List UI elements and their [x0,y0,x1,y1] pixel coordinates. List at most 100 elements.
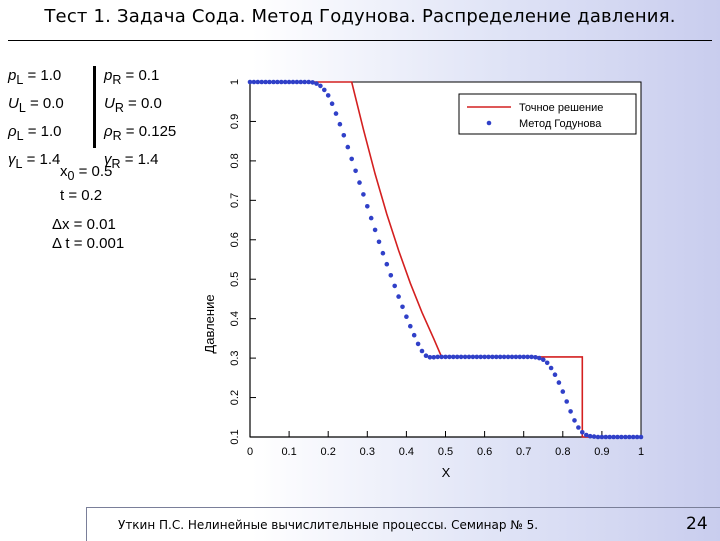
godunov-point [627,434,632,440]
godunov-point [251,79,257,85]
godunov-point [564,399,569,404]
x-tick-label: 0.7 [516,446,531,458]
godunov-point [322,87,327,93]
godunov-point [408,323,413,329]
y-tick-label: 0.4 [229,311,241,326]
godunov-point [388,273,394,278]
godunov-point [607,434,612,440]
legend-box [458,93,637,135]
godunov-point [611,434,616,440]
godunov-point [572,418,577,423]
param-UR: UR = 0.0 [104,95,162,115]
godunov-point [474,354,480,360]
y-tick-label: 0.2 [229,390,241,405]
godunov-point [630,434,636,440]
footer-text: Уткин П.С. Нелинейные вычислительные про… [118,518,539,532]
initial-conditions: x0 = 0.5 t = 0.2 [60,162,112,205]
godunov-point [306,79,311,85]
godunov-point [282,79,288,85]
pressure-chart: 0 0.1 0.2 0.3 0.4 0.5 0.6 0.7 0.8 0.9 1 0.1 0.2 0.3 0.… [202,79,644,480]
godunov-point [478,354,484,360]
y-tick-label: 0.6 [229,232,241,247]
godunov-point [490,354,495,360]
godunov-point [329,101,335,106]
footer-frame [86,507,720,541]
slide-title: Тест 1. Задача Сода. Метод Годунова. Рас… [44,6,676,27]
godunov-point [259,79,264,85]
godunov-point [411,332,417,338]
y-tick-label: 0.3 [229,350,241,365]
params-divider [93,66,96,148]
godunov-point [267,79,272,85]
godunov-point [568,409,573,414]
godunov-point [501,354,507,360]
left-state-params: pL = 1.0 UL = 0.0 ρL = 1.0 γL = 1.4 [8,64,64,176]
godunov-point [294,79,300,85]
param-gammaL: γL = 1.4 [8,151,61,171]
godunov-point [396,294,401,299]
godunov-point [482,354,487,360]
x-tick-label: 0.9 [594,446,609,458]
godunov-point [552,372,558,378]
chart-ticks: 0 0.1 0.2 0.3 0.4 0.5 0.6 0.7 0.8 0.9 1 0.1 0.2 0.3 0.… [229,79,644,458]
x-axis-label: X [442,465,451,480]
godunov-point [384,261,390,267]
param-gammaR: γR = 1.4 [104,151,159,171]
godunov-point [318,83,323,89]
godunov-point [423,353,429,359]
godunov-point [279,79,284,85]
godunov-point [314,81,319,86]
x-tick-label: 0.1 [281,446,296,458]
godunov-point [349,156,354,162]
godunov-point [298,79,304,85]
param-rhoL: ρL = 1.0 [8,123,62,143]
y-tick-label: 0.1 [229,429,241,444]
chart-grid [249,81,642,438]
param-dt: Δ t = 0.001 [52,235,125,252]
legend-label: Метод Годунова [519,118,602,130]
chart-legend: Точное решение Метод Годунова [458,93,637,135]
godunov-point [333,111,339,116]
godunov-point [247,79,253,85]
title-underline [8,40,712,41]
godunov-point [615,434,620,440]
godunov-point [439,354,444,360]
godunov-point [435,354,440,360]
x-tick-label: 0.2 [321,446,336,458]
y-tick-label: 0.5 [229,272,241,287]
y-axis-label: Давление [202,294,217,353]
godunov-point [634,434,640,440]
godunov-point [368,215,374,221]
godunov-point [521,354,526,360]
godunov-point [544,360,550,366]
right-state-params: pR = 0.1 UR = 0.0 ρR = 0.125 γR = 1.4 [104,64,176,176]
chart-series [247,79,644,440]
godunov-point [271,79,276,85]
legend-marker-swatch [486,120,492,126]
godunov-point [584,432,589,438]
godunov-point [325,93,331,98]
godunov-point [513,354,519,360]
godunov-point [529,354,534,360]
godunov-point [310,80,315,85]
godunov-point [372,227,378,233]
grid-steps: Δx = 0.01 Δ t = 0.001 [52,215,124,253]
godunov-point [357,180,362,185]
x-tick-label: 0.4 [399,446,414,458]
x-tick-label: 1 [638,446,644,458]
godunov-point [623,434,628,440]
x-tick-label: 0 [247,446,253,458]
godunov-point [337,121,343,127]
godunov-point [454,354,460,360]
plot-area [249,81,642,438]
y-tick-label: 0.7 [229,193,241,208]
godunov-point [458,354,464,360]
godunov-point [286,79,292,85]
godunov-point [541,357,546,363]
godunov-point [443,354,448,360]
godunov-point [638,434,644,440]
godunov-point [404,314,409,319]
param-rhoR: ρR = 0.125 [104,123,177,143]
godunov-point [431,355,437,360]
godunov-point [392,283,397,289]
